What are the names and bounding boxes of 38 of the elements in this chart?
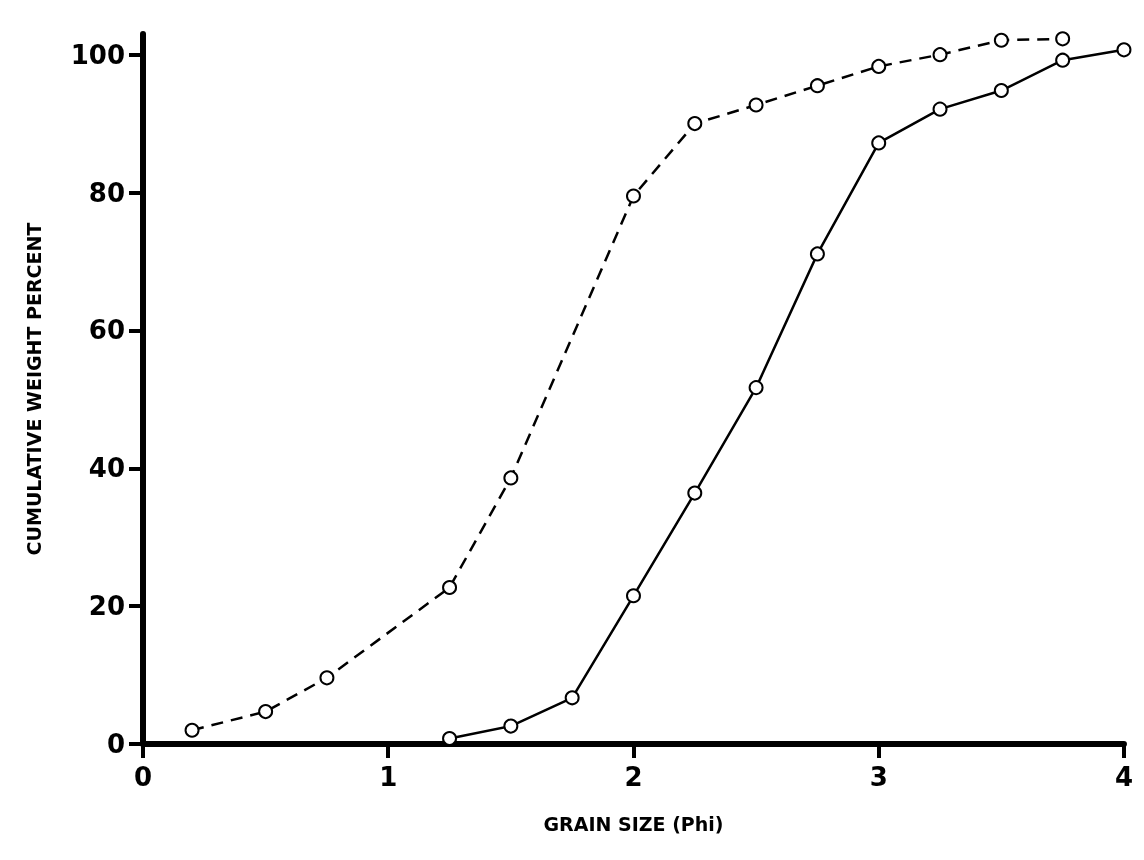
y-tick-label: 60 [88,315,125,346]
point [993,32,1009,48]
point [932,47,948,63]
y-tick-label: 20 [88,591,125,622]
point [442,730,458,746]
point [1055,52,1071,68]
point [932,101,948,117]
point [1055,31,1071,47]
x-tick-label: 2 [624,762,643,792]
point [687,116,703,132]
y-tick-label: 0 [106,729,125,759]
point [564,690,580,706]
point [184,722,200,738]
point [809,78,825,94]
point [748,380,764,396]
point [809,246,825,262]
point [442,580,458,596]
x-axis-title: GRAIN SIZE (Phi) [543,812,724,835]
x-tick-label: 3 [869,762,888,792]
y-axis-title: CUMULATIVE WEIGHT PERCENT [22,222,45,556]
point [871,58,887,74]
point [687,485,703,501]
point [319,670,335,686]
point [258,704,274,720]
point [993,83,1009,99]
x-tick-label: 0 [133,762,153,792]
x-tick-label: 1 [379,762,398,792]
point [625,588,641,604]
point [748,97,764,113]
point [503,470,519,486]
y-tick-label: 80 [88,177,125,208]
point [625,188,641,204]
y-tick-label: 40 [88,453,125,484]
y-tick-label: 100 [70,39,125,70]
point [503,718,519,734]
point [871,135,887,151]
point [1116,42,1132,58]
x-tick-label: 4 [1114,762,1133,792]
